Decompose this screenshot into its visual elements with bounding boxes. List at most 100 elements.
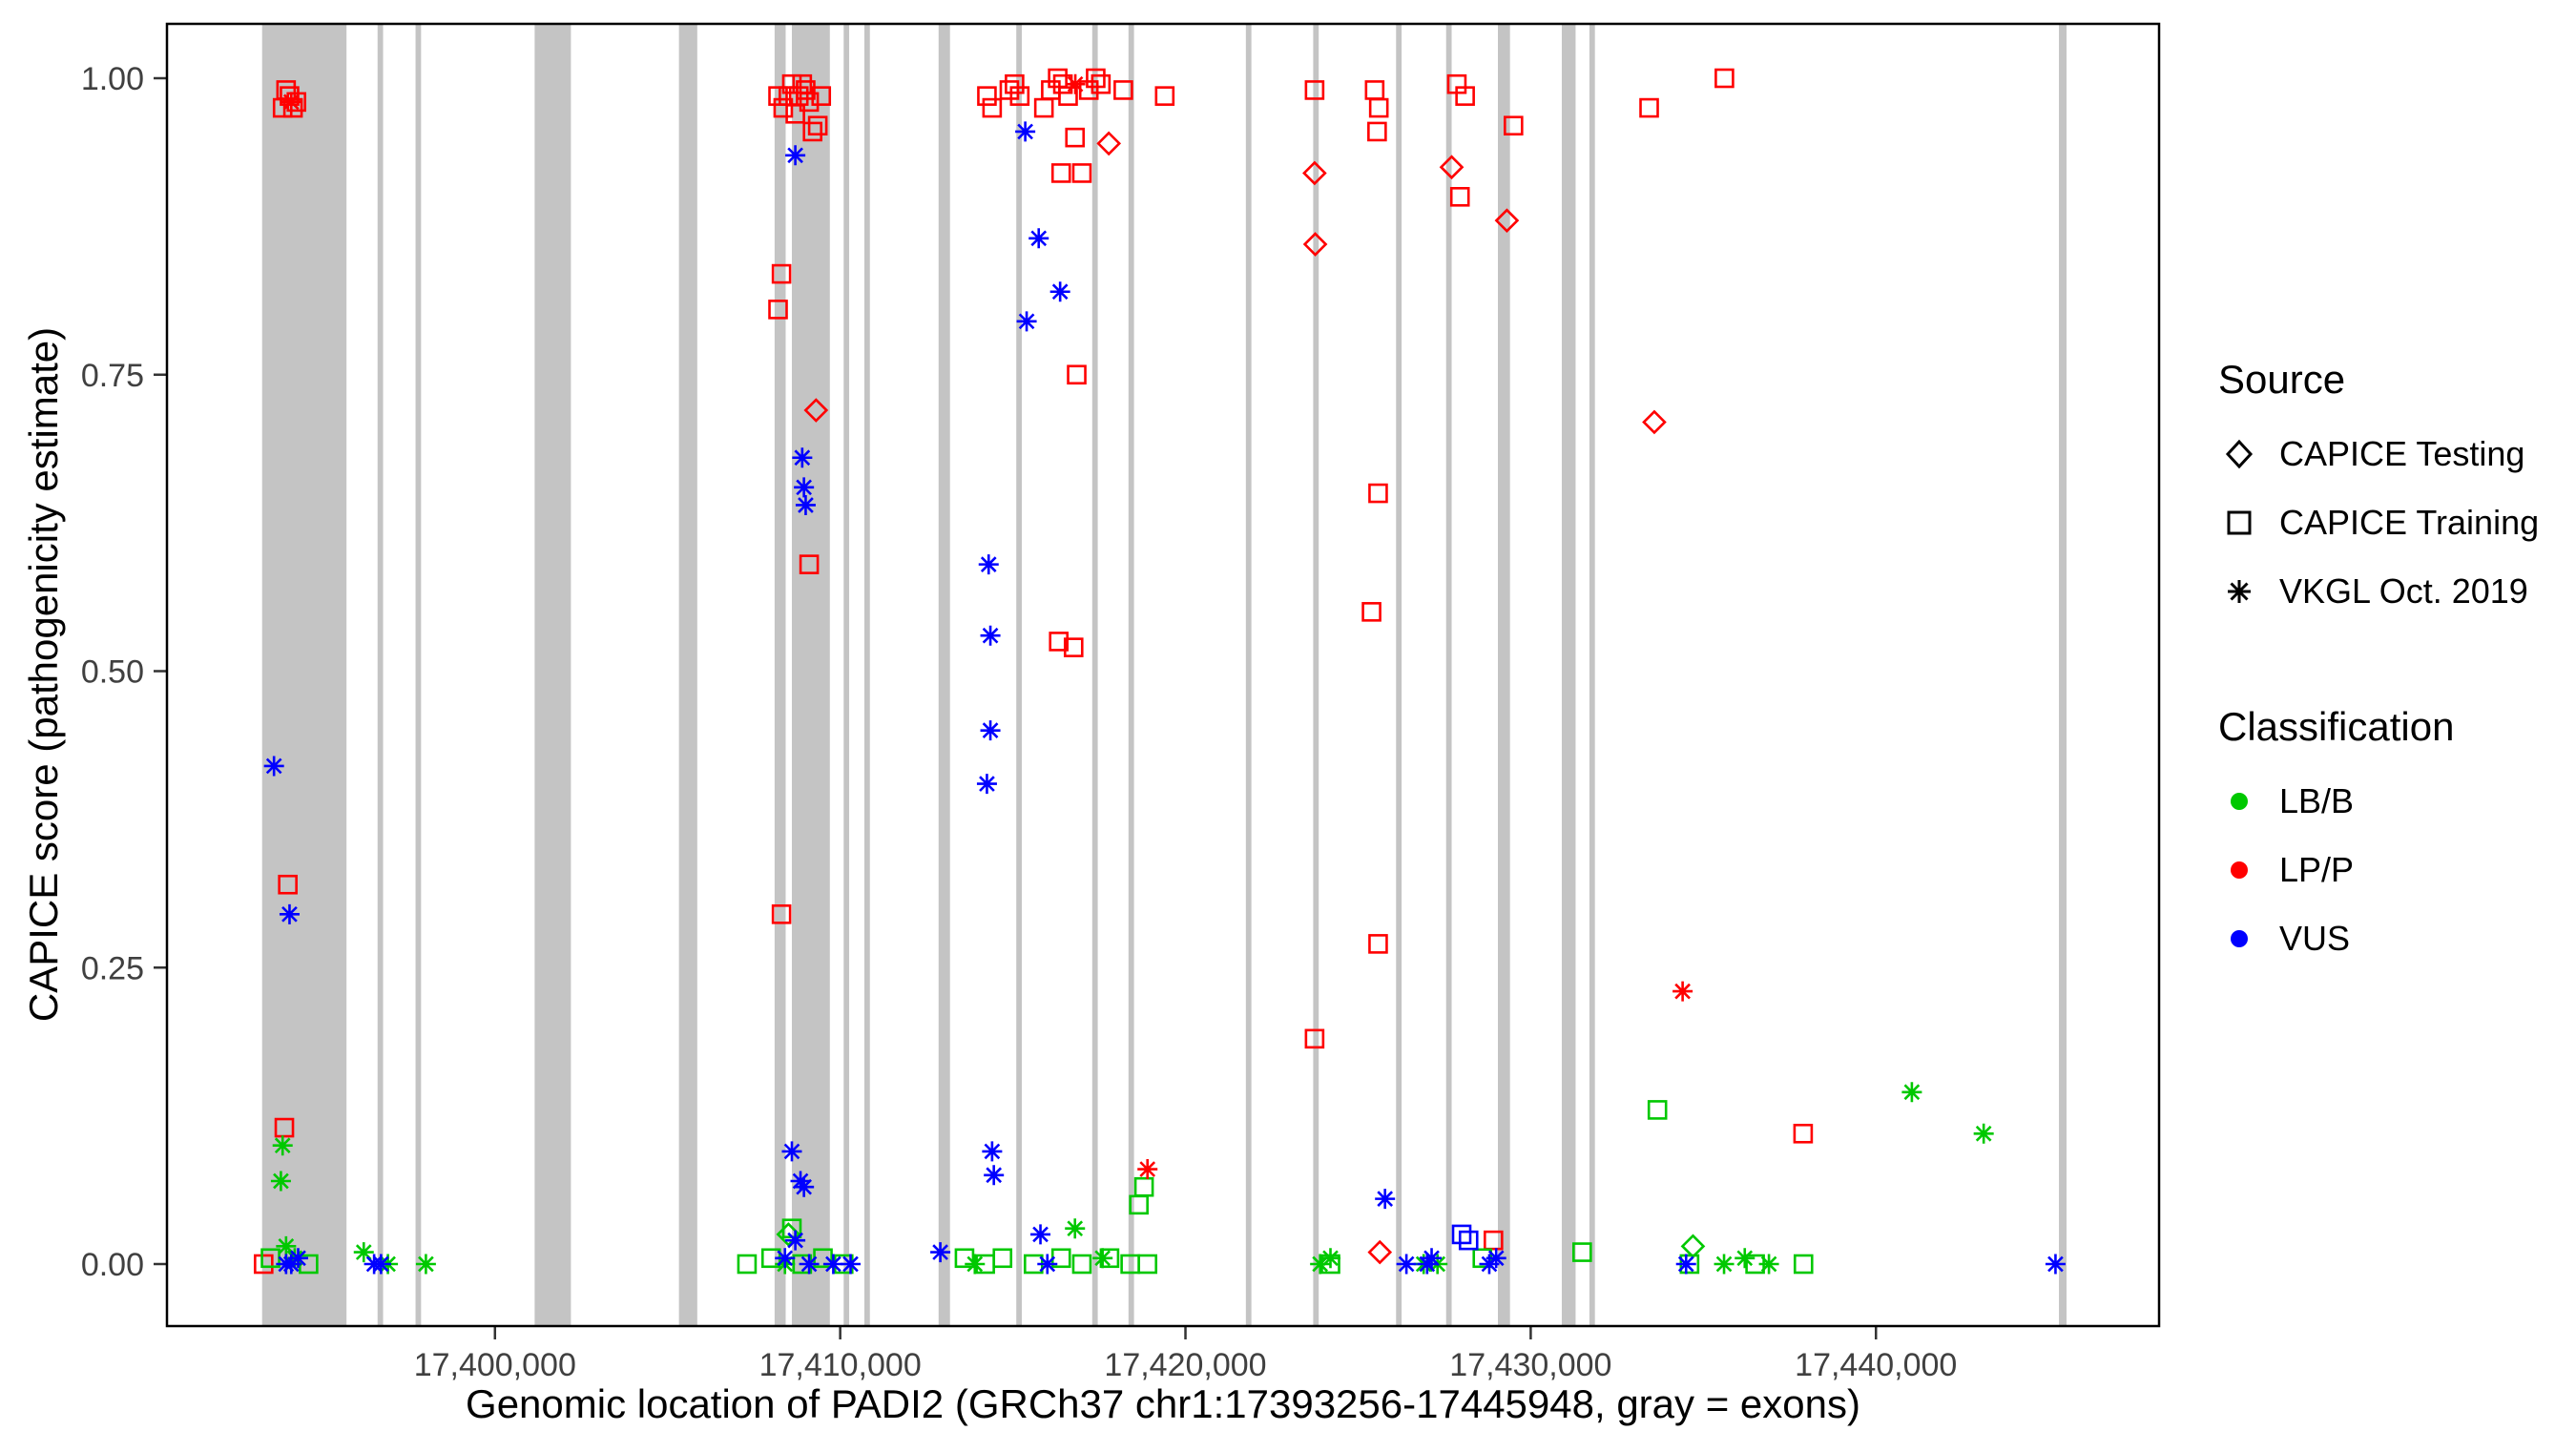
data-point xyxy=(1422,1248,1443,1269)
data-point xyxy=(984,1165,1005,1186)
data-point xyxy=(982,97,1003,118)
data-point xyxy=(785,1230,806,1251)
data-point xyxy=(768,86,788,106)
data-point xyxy=(1364,80,1385,100)
data-point xyxy=(1396,1254,1417,1275)
exon-band xyxy=(843,24,850,1326)
data-point xyxy=(773,97,794,118)
data-point xyxy=(1793,1254,1814,1275)
legend-item-capice-testing: CAPICE Testing xyxy=(2218,420,2539,488)
data-point xyxy=(280,92,301,113)
legend-item-vkgl: VKGL Oct. 2019 xyxy=(2218,557,2539,626)
data-point xyxy=(811,86,832,106)
data-point xyxy=(1672,981,1693,1002)
y-axis-title: CAPICE score (pathogenicity estimate) xyxy=(21,326,66,1023)
x-axis-title: Genomic location of PADI2 (GRCh37 chr1:1… xyxy=(466,1381,1860,1426)
exon-band xyxy=(791,24,830,1326)
square-icon xyxy=(2227,510,2252,535)
data-point xyxy=(1137,1254,1158,1275)
data-point xyxy=(1458,1230,1479,1251)
legend-item-label: LB/B xyxy=(2279,781,2355,820)
data-point xyxy=(370,1254,391,1275)
data-point xyxy=(1092,1248,1113,1269)
data-point xyxy=(1037,1254,1058,1275)
data-point xyxy=(1304,80,1325,100)
data-point xyxy=(841,1254,862,1275)
series-capice-training-lp-p xyxy=(254,68,1814,1275)
dot-icon-lbb xyxy=(2231,793,2248,810)
data-point xyxy=(790,1171,811,1192)
data-point xyxy=(794,477,815,498)
data-point xyxy=(737,1254,758,1275)
data-point xyxy=(1302,232,1328,257)
exon-band xyxy=(1445,24,1452,1326)
data-point xyxy=(781,73,802,94)
data-point xyxy=(415,1254,436,1275)
legend-item-lbb: LB/B xyxy=(2218,767,2539,836)
data-point xyxy=(1503,115,1524,136)
data-point xyxy=(1065,73,1086,94)
x-tick-label: 17,420,000 xyxy=(1104,1347,1266,1383)
data-point xyxy=(1096,131,1122,156)
data-point xyxy=(279,903,300,924)
legend-group-source: Source CAPICE Testing CAPICE Training VK… xyxy=(2218,340,2539,626)
exon-band xyxy=(774,24,786,1326)
data-point xyxy=(980,720,1001,741)
exon-band xyxy=(938,24,950,1326)
x-tick-label: 17,400,000 xyxy=(414,1347,576,1383)
data-point xyxy=(1642,409,1667,435)
exon-band xyxy=(377,24,384,1326)
data-point xyxy=(771,904,792,924)
series-capice-training-vus xyxy=(1451,1224,1479,1251)
data-point xyxy=(796,80,816,100)
data-point xyxy=(982,1141,1003,1162)
data-point xyxy=(980,625,1001,646)
exon-band xyxy=(1091,24,1098,1326)
data-point xyxy=(2045,1254,2066,1275)
asterisk-icon xyxy=(2228,580,2251,603)
legend-source-title: Source xyxy=(2218,357,2346,402)
data-point xyxy=(1368,97,1389,118)
data-point xyxy=(1071,163,1092,183)
legend-item-capice-training: CAPICE Training xyxy=(2218,488,2539,557)
data-point xyxy=(278,874,298,895)
data-point xyxy=(1065,127,1086,148)
data-point xyxy=(1049,281,1070,302)
data-point xyxy=(802,121,823,142)
data-point xyxy=(785,145,806,166)
series-capice-testing-lp-p xyxy=(803,131,1667,1265)
data-point xyxy=(270,1171,291,1192)
data-point xyxy=(1310,1254,1331,1275)
data-point xyxy=(1368,934,1388,954)
data-point xyxy=(1361,602,1381,622)
data-point xyxy=(930,1242,951,1263)
data-point xyxy=(254,1254,274,1275)
y-tick-label: 0.00 xyxy=(81,1247,144,1283)
x-tick-label: 17,430,000 xyxy=(1449,1347,1611,1383)
data-point xyxy=(977,86,997,106)
diamond-icon xyxy=(2225,439,2254,469)
data-point xyxy=(276,1235,297,1256)
data-point xyxy=(1375,1189,1396,1210)
data-point xyxy=(1086,68,1106,89)
x-axis-ticks: 17,400,000 17,410,000 17,420,000 17,430,000… xyxy=(414,1326,1957,1383)
data-point xyxy=(1675,1254,1696,1275)
data-point xyxy=(1048,68,1068,89)
data-point xyxy=(788,86,809,106)
series-capice-training-lb-b xyxy=(260,1100,1814,1275)
data-point xyxy=(1050,163,1071,183)
data-point xyxy=(274,1117,295,1138)
data-point xyxy=(799,92,820,113)
data-point xyxy=(1030,1224,1051,1245)
y-axis-ticks: 0.00 0.25 0.50 0.75 1.00 xyxy=(81,61,167,1283)
data-point xyxy=(768,300,788,320)
data-point xyxy=(1016,311,1037,332)
data-point xyxy=(1091,73,1111,94)
data-point xyxy=(1015,121,1036,142)
data-point xyxy=(1793,1123,1814,1144)
data-point xyxy=(775,1248,796,1269)
exon-band xyxy=(863,24,870,1326)
exon-band xyxy=(1016,24,1022,1326)
data-point xyxy=(1439,155,1465,180)
